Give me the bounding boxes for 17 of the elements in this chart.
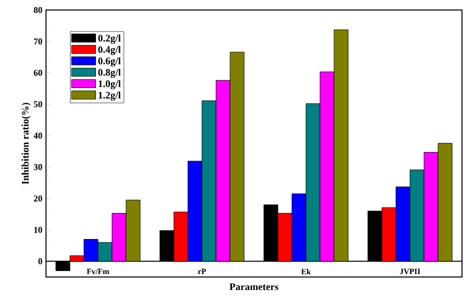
y-axis-title: Inhibition ratio(%)	[22, 102, 31, 184]
legend-label: 1.2g/l	[98, 92, 121, 101]
y-tick-label: 80	[34, 6, 42, 14]
legend-label: 0.2g/l	[98, 34, 121, 44]
legend-label: 0.6g/l	[98, 57, 121, 66]
y-tick-label: 10	[34, 226, 42, 233]
legend-label: 1.0g/l	[98, 80, 121, 90]
y-tick-label: 60	[34, 70, 42, 76]
y-tick-label: 40	[34, 132, 42, 139]
y-tick-label: 20	[34, 195, 42, 202]
y-tick-label: 0	[38, 258, 42, 264]
x-axis-title: Parameters	[230, 284, 278, 290]
y-tick-label: 50	[34, 101, 42, 108]
legend-label: 0.4g/l	[98, 46, 121, 56]
y-tick-label: 30	[34, 164, 42, 170]
y-tick-label: 70	[34, 38, 42, 44]
legend-label: 0.8g/l	[98, 68, 121, 78]
